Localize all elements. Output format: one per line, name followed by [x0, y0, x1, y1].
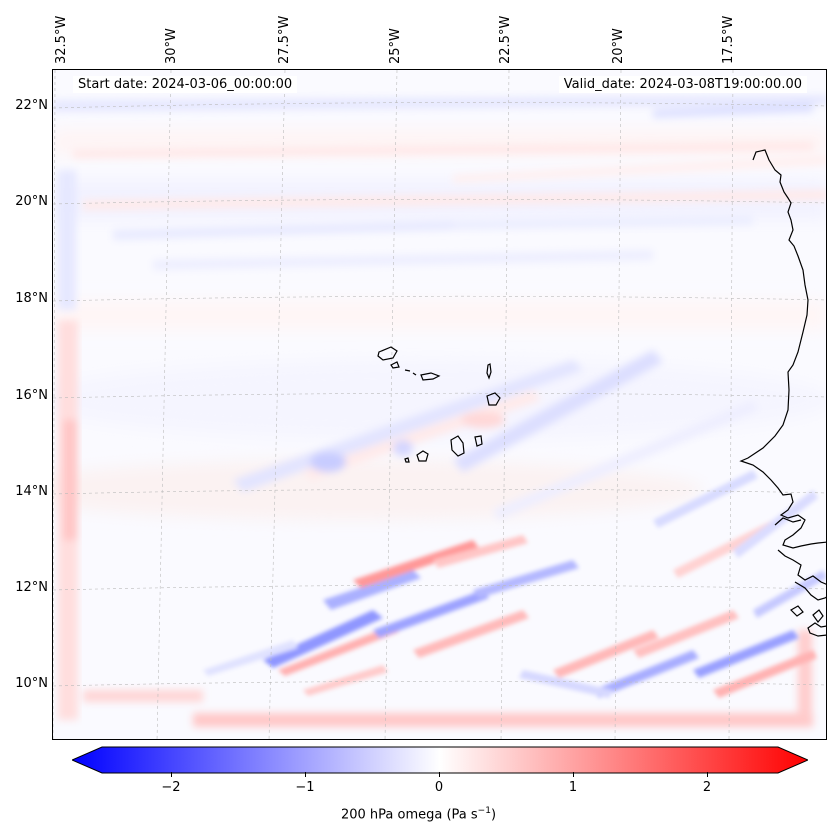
lon-label-22-5w: 22.5°W	[498, 15, 513, 64]
lat-label-22n: 22°N	[15, 98, 48, 113]
field-south-convection	[203, 470, 826, 698]
valid-date-label: Valid_date: 2024-03-08T19:00:00.00	[558, 76, 807, 93]
field-left-edge	[58, 170, 78, 720]
coast-gambia	[774, 517, 802, 526]
colorbar-label-text: 200 hPa omega (Pa s	[340, 807, 478, 823]
island-sal	[486, 363, 492, 380]
african-coastline	[739, 149, 826, 637]
cb-tick-1	[573, 772, 574, 777]
cb-tick-label-2: 2	[702, 780, 712, 795]
start-date-label: Start date: 2024-03-06_00:00:00	[73, 76, 298, 93]
island-santa-luzia	[404, 369, 411, 372]
lon-label-25w: 25°W	[388, 28, 403, 64]
lon-label-27-5w: 27.5°W	[277, 15, 292, 64]
island-sao-vicente	[390, 361, 400, 369]
omega-field-map	[53, 70, 826, 739]
cb-tick--1	[305, 772, 306, 777]
island-santiago	[450, 435, 465, 457]
lat-label-20n: 20°N	[15, 194, 48, 209]
graticule	[53, 70, 826, 739]
coast-bissagos	[794, 581, 826, 601]
lat-label-10n: 10°N	[15, 676, 48, 691]
coast-guinea-bissau	[777, 549, 826, 585]
lon-label-30w: 30°W	[164, 28, 179, 64]
island-bissagos-1	[812, 609, 824, 623]
colorbar-label-close: )	[490, 807, 497, 823]
island-ilheu	[412, 372, 417, 376]
island-brava	[404, 457, 410, 463]
coast-mauritania-senegal	[739, 149, 826, 549]
lat-label-16n: 16°N	[15, 388, 48, 403]
cb-tick-label-1: 1	[568, 780, 578, 795]
cb-tick-label-0: 0	[434, 780, 444, 795]
island-bissagos-3	[790, 605, 804, 617]
lat-label-14n: 14°N	[15, 484, 48, 499]
lon-label-32-5w: 32.5°W	[54, 15, 69, 64]
cb-tick-2	[707, 772, 708, 777]
island-fogo	[416, 450, 429, 462]
cb-tick--2	[171, 772, 172, 777]
colorbar-label-exponent: −1	[477, 806, 491, 816]
cb-tick-label--1: −1	[295, 780, 315, 795]
island-maio	[474, 435, 483, 447]
lon-label-17-5w: 17.5°W	[721, 15, 736, 64]
lat-label-12n: 12°N	[15, 580, 48, 595]
lat-label-18n: 18°N	[15, 291, 48, 306]
island-sao-nicolau	[420, 372, 441, 381]
lon-label-20w: 20°W	[611, 28, 626, 64]
cape-verde-islands	[377, 346, 501, 463]
cb-tick-0	[439, 772, 440, 777]
colorbar	[70, 746, 810, 778]
island-bissagos-2	[807, 622, 826, 637]
colorbar-bar	[70, 746, 810, 774]
cb-tick-label--2: −2	[161, 780, 181, 795]
map-panel	[52, 69, 827, 740]
colorbar-svg	[70, 746, 810, 774]
colorbar-label: 200 hPa omega (Pa s−1)	[0, 806, 837, 822]
island-boa-vista	[486, 392, 501, 406]
island-santo-antao	[377, 346, 398, 361]
